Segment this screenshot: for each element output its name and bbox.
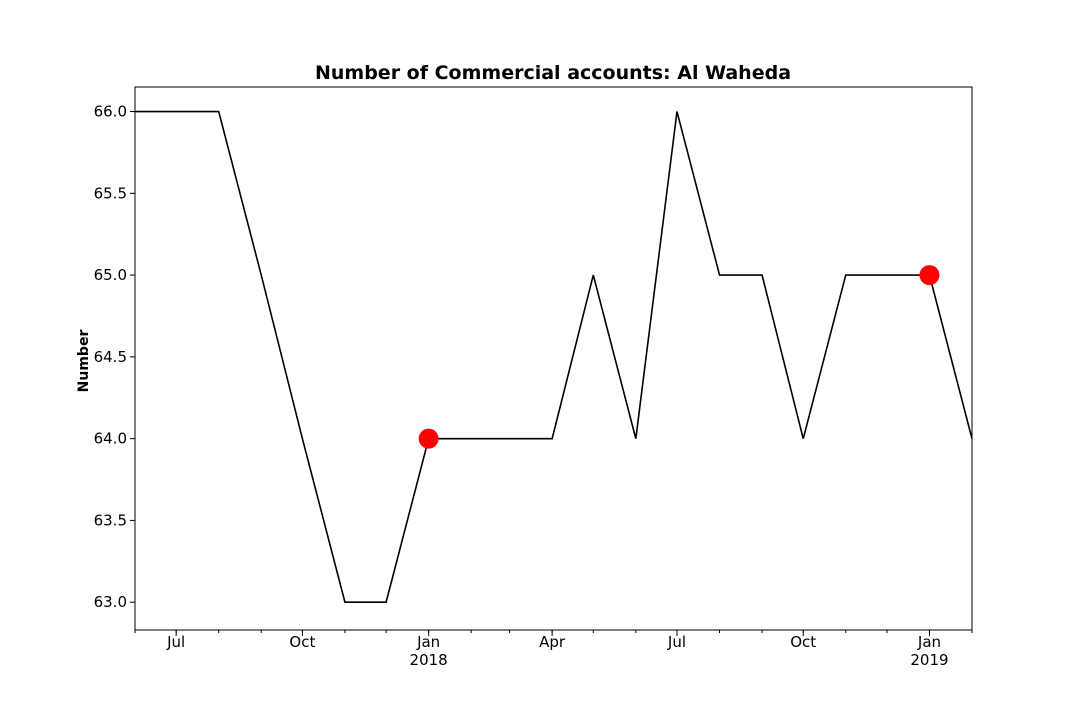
x-tick-label: Jan [917,633,941,651]
x-tick-year-label: 2019 [910,651,948,669]
y-tick-label: 64.0 [94,430,127,448]
y-tick-label: 64.5 [94,348,127,366]
y-tick-label: 66.0 [94,103,127,121]
plot-area-frame [134,86,973,631]
x-tick-label: Apr [539,633,566,651]
highlight-marker [919,265,940,286]
x-tick-label: Oct [289,633,315,651]
x-tick-label: Jul [166,633,185,651]
x-tick-year-label: 2018 [410,651,448,669]
chart-title: Number of Commercial accounts: Al Waheda [315,62,791,84]
x-tick-label: Oct [790,633,816,651]
y-axis-label: Number [76,330,92,393]
y-tick-label: 63.5 [94,511,127,529]
x-tick-label: Jan [416,633,440,651]
highlight-marker [418,428,439,449]
y-tick-label: 65.5 [94,184,127,202]
y-tick-label: 65.0 [94,266,127,284]
y-tick-label: 63.0 [94,593,127,611]
y-axis: 63.0 63.5 64.0 64.5 65.0 65.5 66.0 [94,103,135,611]
highlighted-points [418,265,940,449]
x-tick-label: Jul [667,633,686,651]
series-line [135,110,972,603]
